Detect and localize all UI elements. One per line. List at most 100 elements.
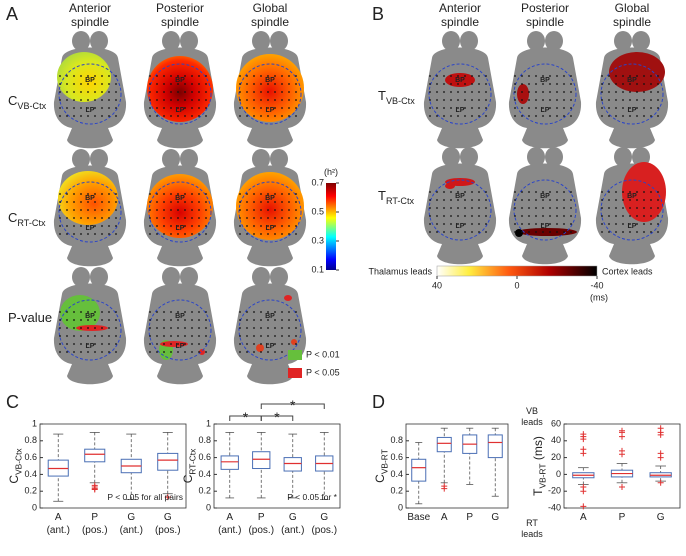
x-tick-note: (ant.)	[47, 525, 70, 536]
label-sub: RT-Ctx	[386, 196, 415, 206]
electrode-dot	[94, 209, 96, 211]
column-header: Anterior	[439, 1, 481, 15]
side-note: leads	[521, 417, 543, 427]
electrode-dot	[87, 327, 89, 329]
electrode-dot	[184, 91, 186, 93]
electrode-dot	[288, 107, 290, 109]
electrode-dot	[260, 343, 262, 345]
thalamus-outline	[513, 179, 577, 241]
outlier	[580, 488, 587, 495]
column-header: Global	[253, 1, 288, 15]
electrode-dot	[80, 209, 82, 211]
electrode-dot	[260, 327, 262, 329]
label-unit: (ms)	[531, 436, 545, 463]
electrode-dot	[66, 327, 68, 329]
electrode-dot	[629, 75, 631, 77]
electrode-dot	[281, 99, 283, 101]
electrode-dot	[156, 107, 158, 109]
electrode-dot	[198, 327, 200, 329]
electrode-dot	[184, 225, 186, 227]
electrode-dot	[521, 115, 523, 117]
brain-label: LP	[266, 343, 275, 350]
colorbar	[436, 265, 598, 277]
electrode-dot	[643, 199, 645, 201]
electrode-dot	[274, 99, 276, 101]
electrode-dot	[542, 115, 544, 117]
column-header: spindle	[161, 15, 199, 29]
electrode-dot	[253, 343, 255, 345]
electrode-dot	[643, 107, 645, 109]
brain-map: BP LP	[143, 31, 217, 149]
electrode-dot	[163, 335, 165, 337]
electrode-dot	[191, 209, 193, 211]
electrode-dot	[281, 311, 283, 313]
electrode-dot	[191, 343, 193, 345]
electrode-dot	[288, 335, 290, 337]
electrode-dot	[288, 99, 290, 101]
electrode-dot	[450, 83, 452, 85]
electrode-dot	[443, 91, 445, 93]
electrode-dot	[170, 225, 172, 227]
y-tick-label: 0	[206, 502, 211, 512]
electrode-dot	[450, 91, 452, 93]
electrode-dot	[436, 75, 438, 77]
electrode-dot	[542, 231, 544, 233]
electrode-dot	[570, 191, 572, 193]
electrode-dot	[260, 115, 262, 117]
electrode-dot	[274, 319, 276, 321]
electrode-dot	[622, 115, 624, 117]
electrode-dot	[73, 201, 75, 203]
electrode-dot	[80, 75, 82, 77]
electrode-dot	[184, 99, 186, 101]
olfactory-bulb	[632, 31, 650, 51]
olfactory-bulb	[252, 31, 270, 51]
electrode-dot	[608, 75, 610, 77]
electrode-dot	[629, 83, 631, 85]
electrode-dot	[260, 83, 262, 85]
brain-label: BP	[265, 77, 275, 84]
electrode-dot	[191, 107, 193, 109]
electrode-dot	[570, 99, 572, 101]
electrode-dot	[267, 351, 269, 353]
box	[411, 458, 427, 482]
electrode-dot	[108, 335, 110, 337]
electrode-dot	[191, 83, 193, 85]
y-tick-label: 0.4	[198, 469, 211, 479]
electrode-dot	[542, 191, 544, 193]
electrode-dot	[657, 199, 659, 201]
electrode-dot	[570, 91, 572, 93]
electrode-dot	[246, 209, 248, 211]
box	[84, 448, 106, 463]
electrode-dot	[115, 327, 117, 329]
electrode-dot	[59, 99, 61, 101]
olfactory-bulb	[460, 147, 478, 167]
brain-outline	[508, 163, 582, 265]
electrode-dot	[281, 233, 283, 235]
electrode-dot	[205, 319, 207, 321]
brain-label: LP	[628, 223, 637, 230]
electrode-dot	[170, 83, 172, 85]
brain-label: LP	[628, 107, 637, 114]
brain-label: BP	[627, 77, 637, 84]
electrode-dot	[66, 319, 68, 321]
y-tick-label: 0.4	[390, 469, 403, 479]
electrode-dot	[239, 115, 241, 117]
colorbar-tick-label: -40	[590, 280, 603, 290]
axis-label: CRT-Ctx	[181, 448, 198, 483]
electrode-dot	[205, 343, 207, 345]
x-tick-label: G	[657, 512, 665, 523]
electrode-dot	[274, 233, 276, 235]
electrode-dot	[108, 75, 110, 77]
electrode-dot	[570, 231, 572, 233]
electrode-dot	[608, 207, 610, 209]
electrode-dot	[101, 201, 103, 203]
electrode-dot	[267, 201, 269, 203]
electrode-dot	[177, 115, 179, 117]
electrode-dot	[274, 225, 276, 227]
electrode-dot	[542, 215, 544, 217]
electrode-dot	[615, 215, 617, 217]
column-header: Global	[615, 1, 650, 15]
axis-label: CRT-Ctx	[8, 210, 46, 228]
olfactory-bulb	[442, 147, 460, 167]
electrode-dot	[260, 335, 262, 337]
